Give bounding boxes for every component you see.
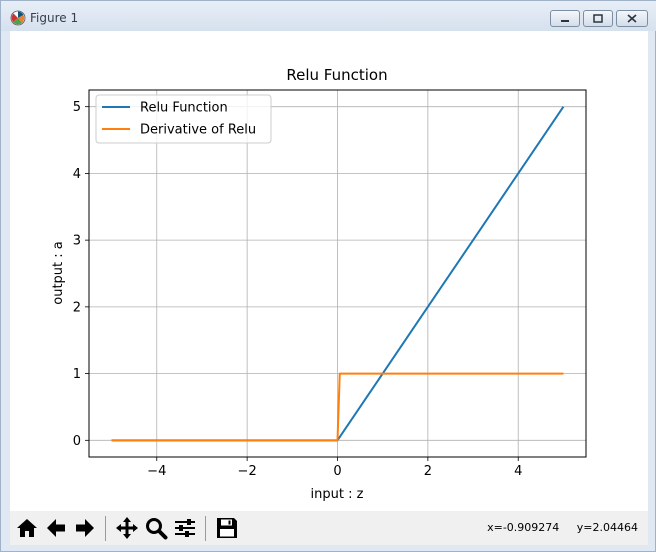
y-tick-label: 0 bbox=[73, 434, 81, 449]
matplotlib-logo-icon bbox=[10, 10, 26, 26]
x-tick-label: 0 bbox=[333, 464, 341, 479]
cursor-coordinates: x=-0.909274 y=2.04464 bbox=[487, 521, 638, 534]
window-title: Figure 1 bbox=[30, 11, 79, 25]
save-icon bbox=[216, 518, 237, 538]
home-button[interactable] bbox=[13, 514, 40, 542]
legend-box bbox=[95, 94, 272, 144]
x-axis-label: input : z bbox=[311, 487, 364, 502]
y-tick-label: 5 bbox=[73, 100, 81, 115]
x-tick-label: 2 bbox=[424, 464, 432, 479]
back-button[interactable] bbox=[42, 514, 69, 542]
minimize-button[interactable] bbox=[550, 10, 580, 27]
toolbar-separator bbox=[105, 516, 106, 541]
toolbar-separator bbox=[205, 516, 206, 541]
y-tick-label: 2 bbox=[73, 300, 81, 315]
close-button[interactable] bbox=[616, 10, 648, 27]
forward-arrow-icon bbox=[75, 519, 94, 537]
legend-label-relu: Relu Function bbox=[140, 101, 228, 116]
save-button[interactable] bbox=[213, 514, 240, 542]
y-tick-label: 1 bbox=[73, 367, 81, 382]
forward-button[interactable] bbox=[71, 514, 98, 542]
axis-ticks: −4 −2 0 2 4 0 1 2 3 4 5 bbox=[73, 100, 523, 479]
subplots-icon bbox=[174, 519, 195, 537]
relu-derivative-line bbox=[111, 372, 564, 442]
pan-icon bbox=[115, 517, 138, 539]
y-tick-label: 3 bbox=[73, 234, 81, 249]
maximize-icon bbox=[593, 14, 603, 23]
navigation-toolbar: x=-0.909274 y=2.04464 bbox=[10, 511, 648, 545]
legend: Relu Function Derivative of Relu bbox=[95, 94, 272, 144]
relu-chart[interactable]: Relu Function −4 −2 0 2 4 0 1 2 3 4 5 input : z ou… bbox=[10, 31, 648, 511]
back-arrow-icon bbox=[46, 519, 65, 537]
zoom-button[interactable] bbox=[142, 514, 169, 542]
figure-canvas[interactable]: Relu Function −4 −2 0 2 4 0 1 2 3 4 5 input : z ou… bbox=[10, 31, 648, 511]
subplots-button[interactable] bbox=[171, 514, 198, 542]
x-tick-label: 4 bbox=[514, 464, 522, 479]
title-bar[interactable]: Figure 1 bbox=[1, 1, 656, 31]
legend-label-derivative: Derivative of Relu bbox=[140, 123, 256, 138]
chart-title: Relu Function bbox=[286, 66, 387, 84]
minimize-icon bbox=[561, 19, 569, 22]
zoom-icon bbox=[145, 518, 167, 540]
grid-lines bbox=[89, 90, 586, 457]
series-lines bbox=[111, 106, 565, 442]
pan-button[interactable] bbox=[113, 514, 140, 542]
x-tick-label: −2 bbox=[238, 464, 257, 479]
y-tick-label: 4 bbox=[73, 167, 81, 182]
y-axis-label: output : a bbox=[51, 241, 66, 305]
maximize-button[interactable] bbox=[583, 10, 613, 27]
close-icon bbox=[627, 14, 637, 23]
home-icon bbox=[16, 519, 37, 537]
x-tick-label: −4 bbox=[147, 464, 166, 479]
